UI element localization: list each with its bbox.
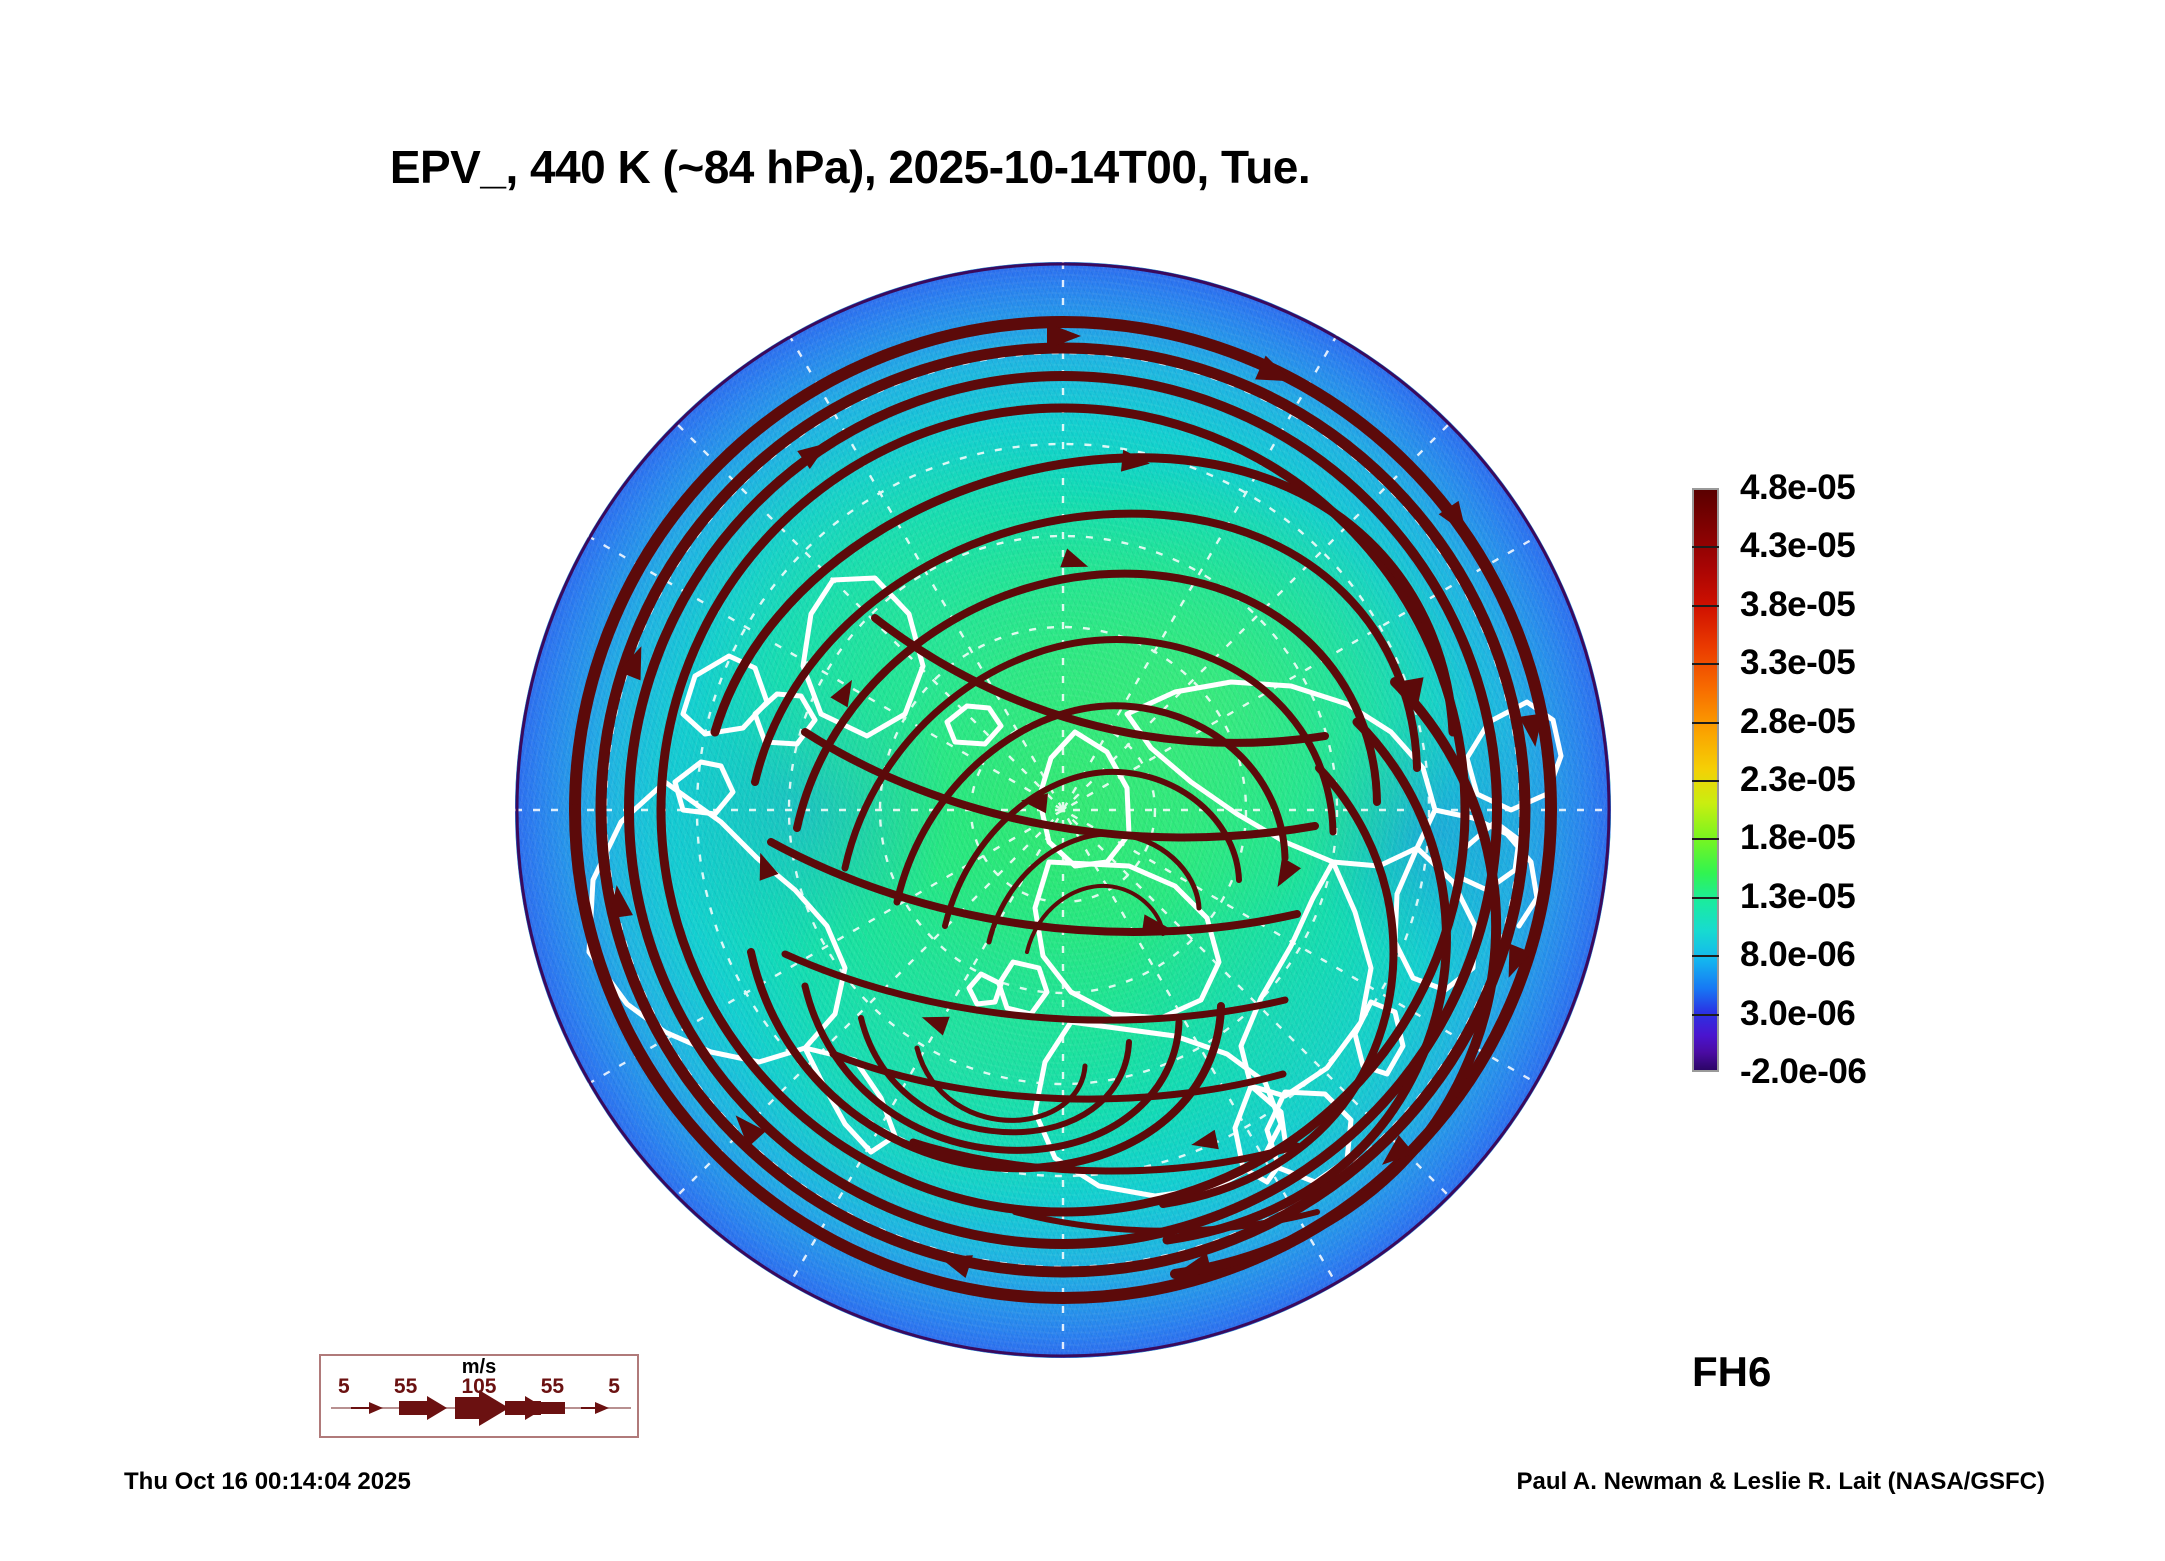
polar-stereographic-map xyxy=(515,262,1611,1358)
colorbar-label: 1.8e-05 xyxy=(1740,818,1856,858)
colorbar: 4.8e-05 4.3e-05 3.8e-05 3.3e-05 2.8e-05 … xyxy=(1692,468,1992,1091)
colorbar-label: 4.8e-05 xyxy=(1740,468,1856,507)
page-title: EPV_, 440 K (~84 hPa), 2025-10-14T00, Tu… xyxy=(389,141,1311,193)
colorbar-label: 3.8e-05 xyxy=(1740,584,1856,624)
colorbar-label: 8.0e-06 xyxy=(1740,935,1856,975)
globe-disc xyxy=(515,262,1611,1358)
colorbar-label: 2.8e-05 xyxy=(1740,701,1856,741)
wind-legend-unit: m/s xyxy=(461,1356,497,1378)
colorbar-tick xyxy=(1692,663,1719,666)
colorbar-label: 3.3e-05 xyxy=(1740,643,1856,683)
wind-legend-tick: 5 xyxy=(338,1375,350,1398)
footer-credit: Paul A. Newman & Leslie R. Lait (NASA/GS… xyxy=(1516,1468,2045,1495)
wind-legend-tick: 5 xyxy=(608,1375,620,1398)
colorbar-tick xyxy=(1692,955,1719,958)
forecast-hour-label: FH6 xyxy=(1692,1348,1772,1395)
colorbar-label: 4.3e-05 xyxy=(1740,526,1856,566)
wind-legend-tick: 55 xyxy=(540,1375,565,1398)
colorbar-label: -2.0e-06 xyxy=(1740,1052,1867,1091)
wind-speed-legend: m/s 5 55 105 55 5 xyxy=(319,1354,639,1438)
map-overlay-layer xyxy=(515,262,1611,1358)
wind-streamlines xyxy=(569,316,1557,1304)
colorbar-label: 3.0e-06 xyxy=(1740,993,1856,1033)
wind-legend-tick: 105 xyxy=(461,1375,497,1398)
wind-legend-arrows xyxy=(331,1390,631,1426)
colorbar-tick xyxy=(1692,780,1719,782)
colorbar-tick xyxy=(1692,896,1719,899)
colorbar-label: 2.3e-05 xyxy=(1740,760,1856,799)
colorbar-tick xyxy=(1692,1013,1719,1016)
colorbar-tick xyxy=(1692,721,1719,724)
colorbar-tick xyxy=(1692,546,1719,549)
streamline-arrowheads xyxy=(609,323,1543,1279)
wind-legend-tick: 55 xyxy=(393,1375,418,1398)
map-boundary-circle xyxy=(515,262,1611,1358)
footer-timestamp: Thu Oct 16 00:14:04 2025 xyxy=(124,1468,411,1495)
colorbar-tick xyxy=(1692,838,1719,841)
colorbar-tick xyxy=(1692,604,1719,607)
colorbar-label: 1.3e-05 xyxy=(1740,876,1856,916)
